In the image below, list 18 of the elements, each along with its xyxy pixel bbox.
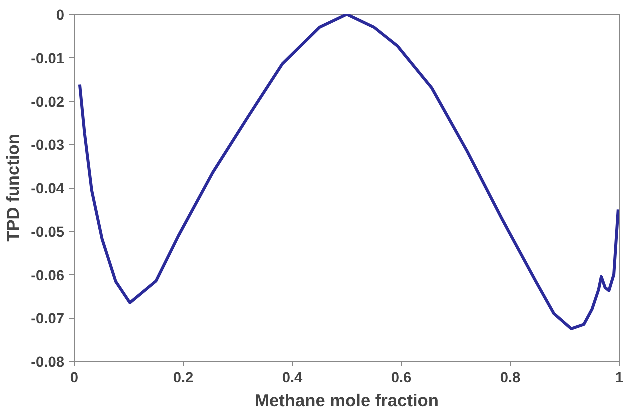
y-tick-label: 0 — [56, 8, 65, 24]
y-tick-label: -0.02 — [31, 94, 64, 111]
x-tick-label: 0.8 — [500, 370, 521, 386]
y-tick-label: -0.07 — [31, 312, 64, 328]
y-tick-label: -0.01 — [31, 51, 64, 68]
x-tick-label: 0.4 — [282, 370, 304, 386]
y-tick-label: -0.06 — [31, 268, 64, 284]
x-axis-title: Methane mole fraction — [255, 390, 439, 410]
x-tick-label: 0.2 — [173, 370, 194, 386]
y-tick-label: -0.04 — [31, 182, 66, 198]
y-tick-label: -0.08 — [31, 355, 64, 371]
y-tick-label: -0.03 — [31, 138, 64, 154]
y-axis-title: TPD function — [3, 134, 24, 242]
line-series — [78, 14, 620, 330]
x-tick-label: 0.6 — [391, 370, 412, 386]
x-tick-label: 0 — [70, 370, 79, 386]
x-tick-label: 1 — [615, 370, 624, 386]
y-tick-label: -0.05 — [31, 224, 64, 241]
